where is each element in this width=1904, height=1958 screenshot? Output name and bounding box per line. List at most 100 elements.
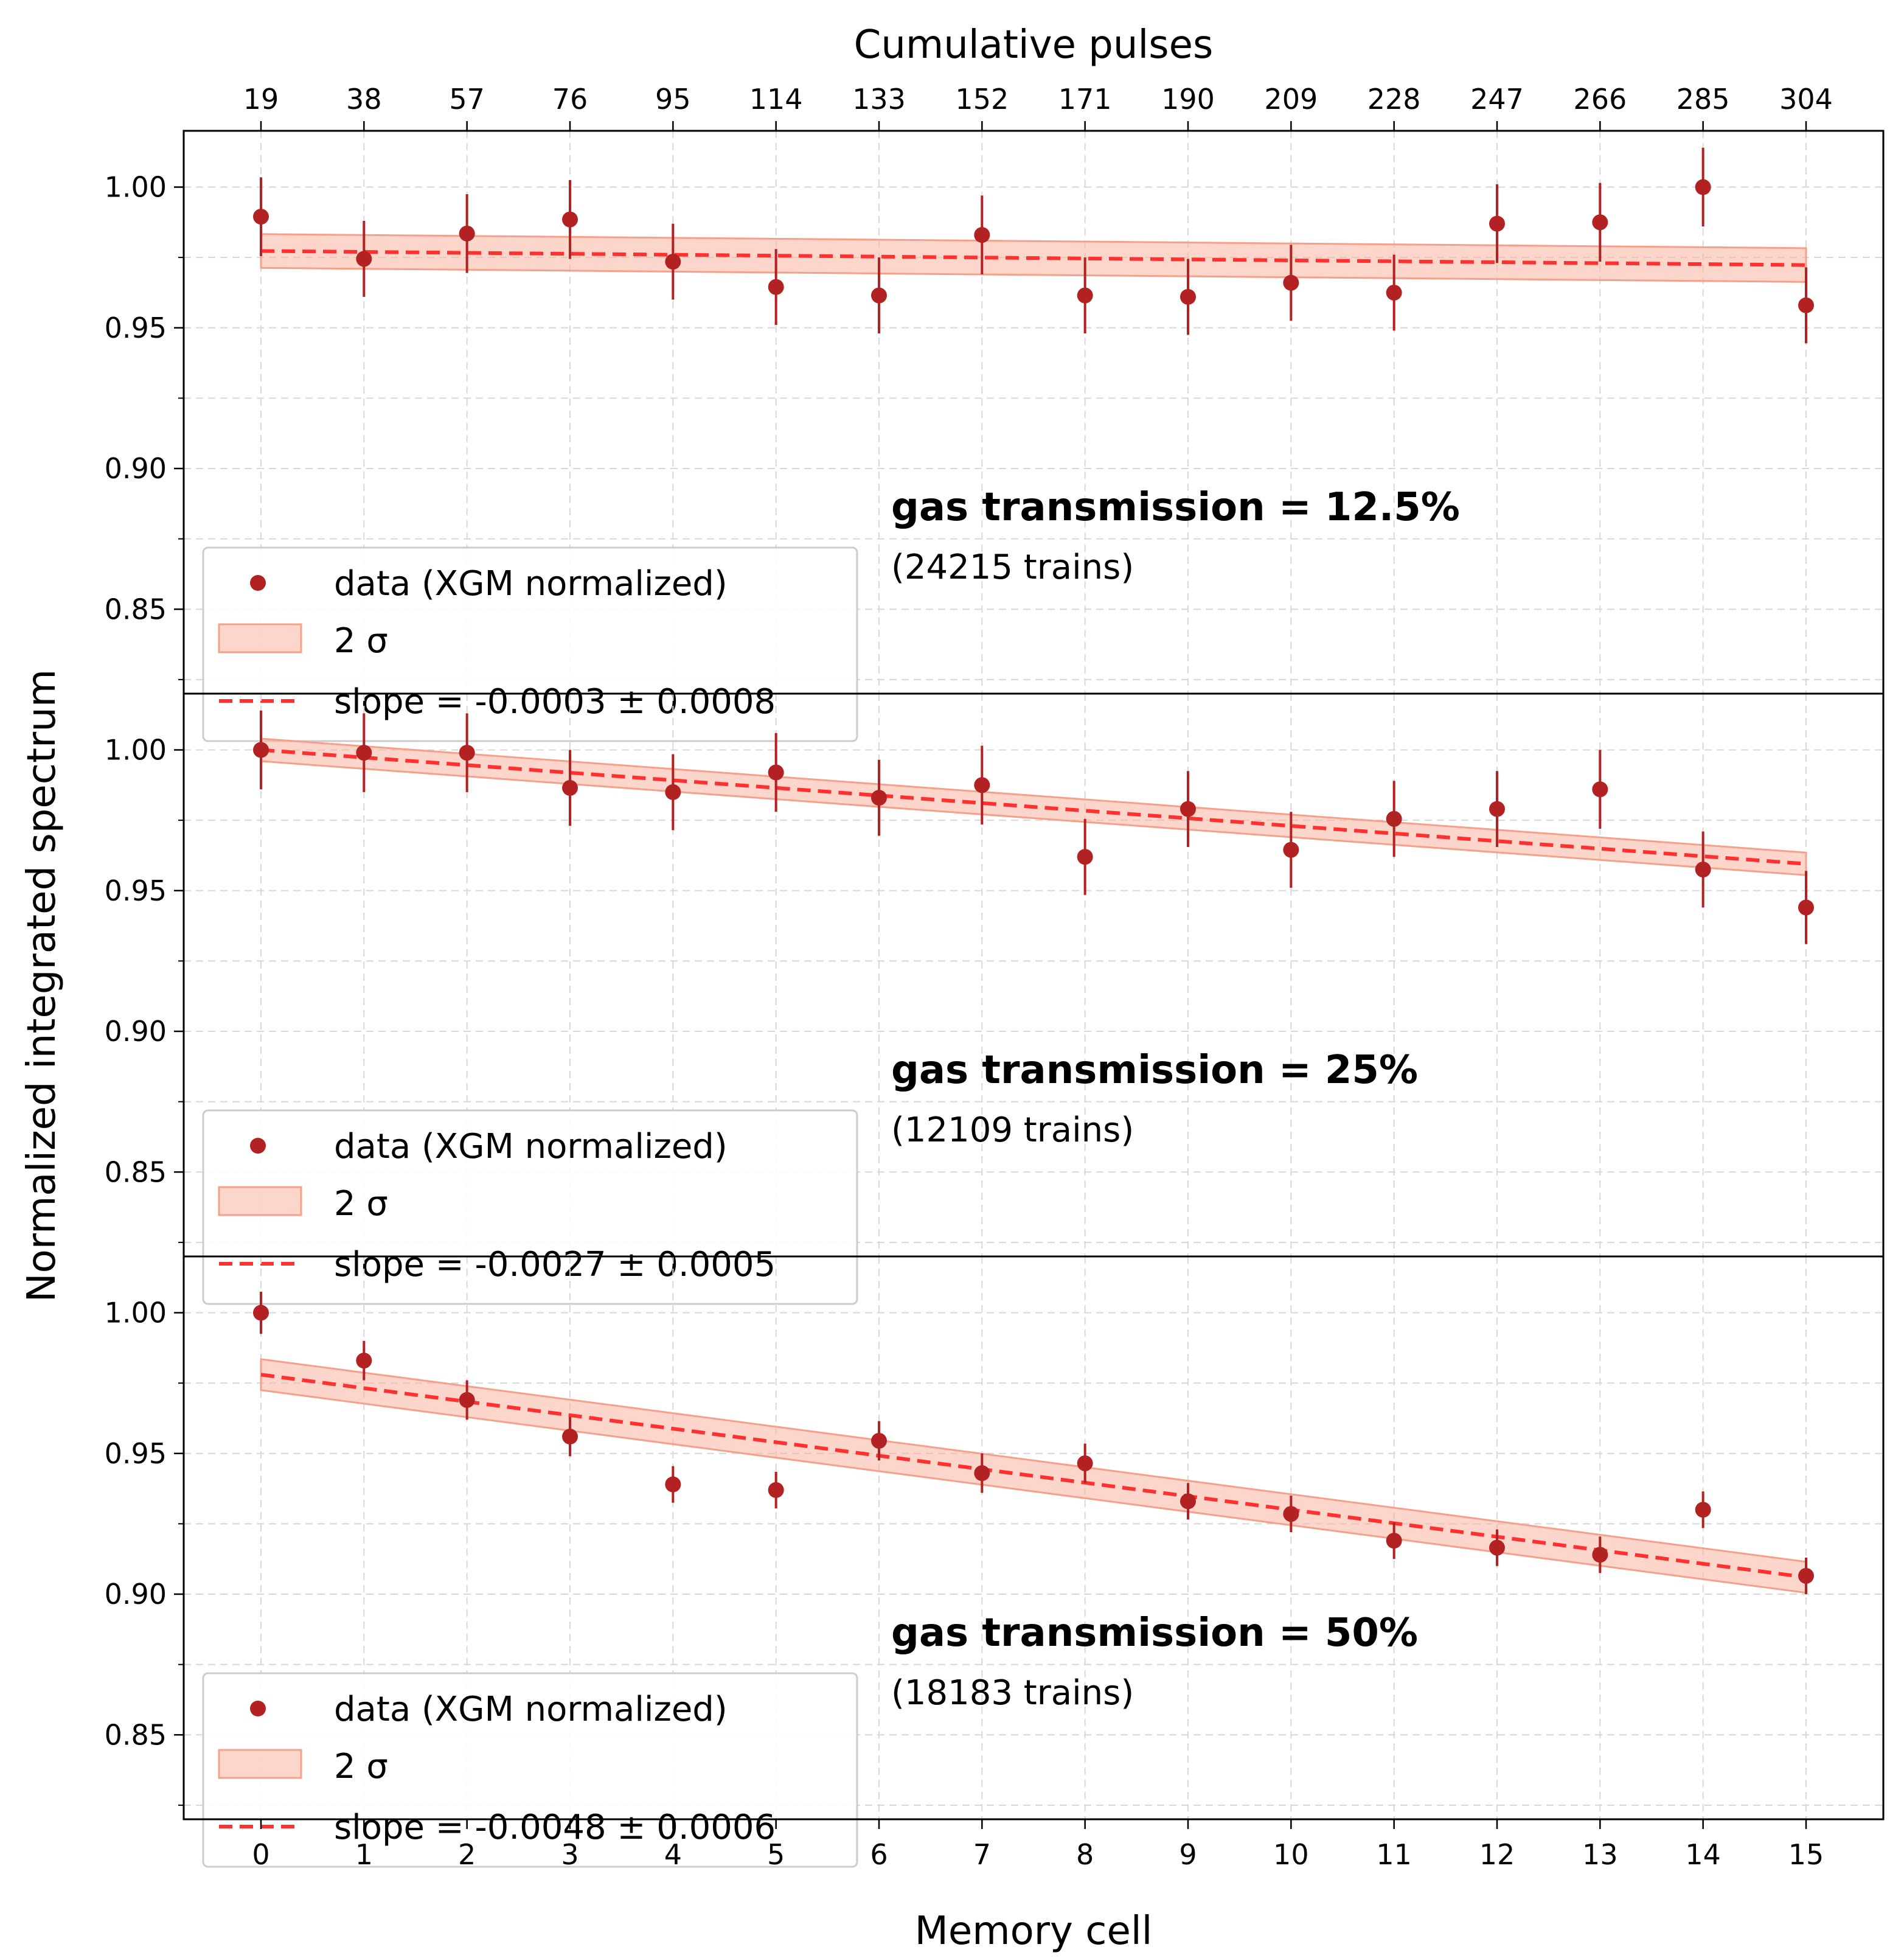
data-point: [1283, 841, 1299, 858]
data-series: [253, 147, 1814, 344]
legend: data (XGM normalized) 2 σ slope = -0.0027 …: [202, 1109, 858, 1305]
panel-frame: [182, 1255, 1885, 1820]
x-tick-label: 13: [1582, 1838, 1618, 1871]
top-axis-title: Cumulative pulses: [854, 23, 1214, 68]
bottom-axis-ticks: 0 1 2 3 4 5 6 7 8 9 10 11 12 13 14 15: [252, 1819, 1824, 1871]
data-point: [562, 211, 578, 228]
y-tick-label: 0.90: [105, 1015, 167, 1048]
legend-data-marker: [250, 1138, 266, 1154]
legend-data-marker: [250, 1701, 266, 1716]
x-tick-label: 7: [973, 1838, 991, 1871]
top-tick-label: 133: [852, 83, 906, 116]
y-tick-label: 1.00: [105, 171, 167, 204]
data-point: [1180, 1493, 1196, 1510]
top-tick-label: 228: [1367, 83, 1421, 116]
data-point: [871, 1432, 887, 1449]
data-point: [1489, 801, 1505, 817]
data-point: [1798, 297, 1814, 313]
y-tick-label: 0.85: [105, 1718, 167, 1751]
x-tick-label: 11: [1376, 1838, 1412, 1871]
legend-band-swatch: [218, 1749, 302, 1779]
legend-slope-label: slope = -0.0027 ± 0.0005: [334, 1245, 776, 1284]
data-point: [1695, 1502, 1711, 1518]
legend-band-label: 2 σ: [334, 1184, 388, 1224]
data-point: [665, 254, 681, 270]
y-tick-label: 0.95: [105, 1437, 167, 1470]
x-tick-label: 15: [1788, 1838, 1824, 1871]
data-point: [253, 1305, 269, 1321]
legend-data-label: data (XGM normalized): [334, 1690, 728, 1729]
x-tick-label: 12: [1479, 1838, 1515, 1871]
data-point: [768, 1482, 784, 1498]
data-point: [1386, 810, 1402, 827]
y-tick-label: 0.85: [105, 593, 167, 625]
legend-band-swatch: [218, 1186, 302, 1216]
data-point: [1283, 1506, 1299, 1522]
fit-line: [260, 249, 1807, 267]
legend-data-label: data (XGM normalized): [334, 564, 728, 604]
top-tick-label: 171: [1058, 83, 1112, 116]
legend-data-label: data (XGM normalized): [334, 1127, 728, 1166]
x-tick-label: 14: [1685, 1838, 1721, 1871]
x-tick-label: 10: [1273, 1838, 1309, 1871]
x-tick-label: 8: [1076, 1838, 1094, 1871]
data-point: [1489, 215, 1505, 232]
top-tick-label: 38: [346, 83, 382, 116]
data-point: [1592, 1547, 1608, 1563]
data-point: [665, 1476, 681, 1493]
x-tick-label: 6: [870, 1838, 888, 1871]
top-tick-label: 114: [749, 83, 803, 116]
y-tick-label: 0.90: [105, 452, 167, 485]
y-tick-label: 0.85: [105, 1155, 167, 1188]
y-tick-label: 0.90: [105, 1578, 167, 1611]
x-tick-label: 1: [355, 1838, 373, 1871]
data-point: [1695, 179, 1711, 195]
data-point: [974, 227, 990, 243]
panel-3: 0.85 0.90 0.95 1.00 data (XGM normalized) 2 σ…: [105, 1255, 1885, 1868]
data-point: [1592, 781, 1608, 798]
x-tick-label: 3: [561, 1838, 578, 1871]
top-tick-label: 304: [1779, 83, 1833, 116]
data-point: [665, 784, 681, 800]
panel-annotation: gas transmission = 50%: [891, 1611, 1418, 1656]
top-tick-label: 95: [655, 83, 691, 116]
panel-trains: (24215 trains): [891, 548, 1134, 587]
x-tick-label: 5: [767, 1838, 785, 1871]
data-point: [562, 1429, 578, 1444]
data-point: [1798, 1567, 1814, 1584]
data-point: [871, 790, 887, 806]
data-point: [253, 209, 269, 225]
y-tick-label: 0.95: [105, 874, 167, 907]
top-tick-label: 266: [1573, 83, 1627, 116]
data-point: [1592, 214, 1608, 231]
top-axis-ticks: 19 38 57 76 95 114 133 152 171 190 209 228 247 266 285…: [243, 83, 1833, 131]
top-tick-label: 190: [1161, 83, 1215, 116]
fit-line: [260, 748, 1807, 866]
data-point: [1077, 1455, 1093, 1471]
x-axis-title: Memory cell: [915, 1909, 1153, 1954]
data-point: [1077, 849, 1093, 865]
legend: data (XGM normalized) 2 σ slope = -0.0048 …: [202, 1672, 858, 1868]
y-tick-label: 1.00: [105, 734, 167, 767]
data-point: [356, 745, 372, 761]
y-axis-title: Normalized integrated spectrum: [19, 669, 64, 1303]
x-tick-label: 9: [1179, 1838, 1197, 1871]
data-point: [459, 745, 475, 761]
data-point: [1386, 1533, 1402, 1549]
legend-band-label: 2 σ: [334, 621, 388, 661]
legend-band-label: 2 σ: [334, 1747, 388, 1786]
legend-slope-label: slope = -0.0048 ± 0.0006: [334, 1808, 776, 1847]
data-point: [1489, 1539, 1505, 1556]
data-point: [768, 764, 784, 781]
top-tick-label: 76: [552, 83, 588, 116]
data-point: [1077, 287, 1093, 304]
data-point: [356, 251, 372, 267]
top-tick-label: 285: [1676, 83, 1730, 116]
data-point: [1180, 801, 1196, 817]
y-tick-label: 0.95: [105, 312, 167, 344]
panel-trains: (12109 trains): [891, 1110, 1134, 1150]
legend-slope-label: slope = -0.0003 ± 0.0008: [334, 682, 776, 722]
y-tick-label: 1.00: [105, 1297, 167, 1329]
